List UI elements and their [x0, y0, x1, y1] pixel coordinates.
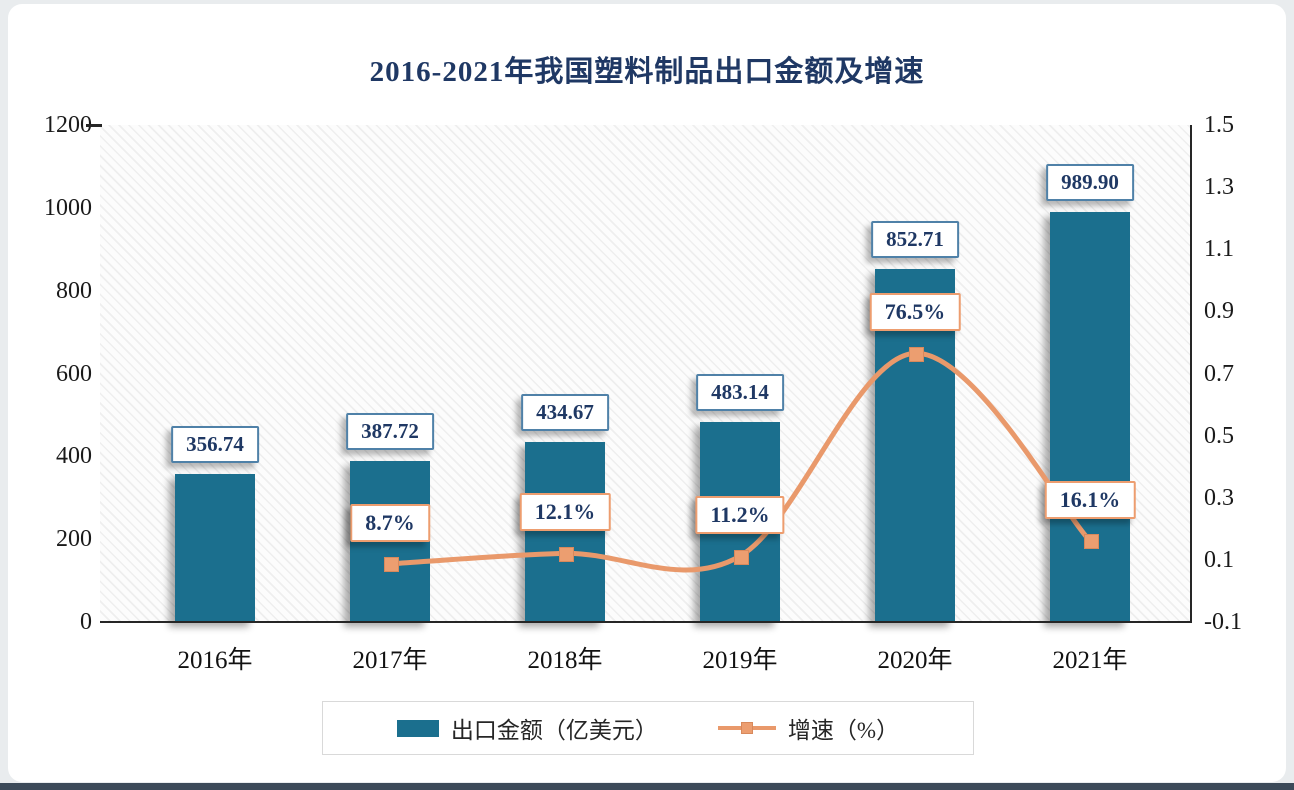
bar-swatch-icon [396, 719, 439, 737]
x-axis-label: 2018年 [527, 647, 603, 674]
right-axis-tick-label: 0.1 [1204, 546, 1234, 573]
x-axis-label: 2021年 [1052, 647, 1128, 674]
x-axis-label: 2016年 [177, 647, 253, 674]
legend-label-growth: 增速（%） [787, 718, 900, 743]
left-axis-tick-label: 400 [56, 443, 92, 470]
x-axis-label: 2017年 [352, 647, 428, 674]
x-axis-label: 2019年 [702, 647, 778, 674]
right-axis-tick-label: -0.1 [1204, 609, 1242, 635]
plot-background [100, 125, 1190, 622]
line-swatch-icon [717, 721, 776, 735]
right-axis-line [1190, 125, 1192, 623]
growth-value-label: 76.5% [869, 293, 961, 332]
x-axis-label: 2020年 [877, 647, 953, 674]
bar-value-label: 852.71 [871, 220, 959, 258]
growth-value-label: 12.1% [519, 493, 611, 532]
line-marker-2021年 [1083, 534, 1099, 550]
growth-line-path [387, 350, 1093, 573]
left-axis-tick-label: 600 [56, 360, 92, 387]
right-axis-tick-label: 1.3 [1204, 174, 1234, 201]
right-axis-tick-label: 1.1 [1204, 236, 1234, 263]
bar-2016年 [175, 474, 255, 622]
growth-line [387, 350, 1093, 573]
line-marker-2020年 [908, 346, 924, 362]
line-marker-2017年 [383, 557, 399, 573]
left-axis-tick-label: 800 [56, 277, 92, 304]
bar-value-label: 387.72 [346, 413, 434, 451]
x-axis-line [100, 621, 1192, 623]
right-axis-tick-label: 0.5 [1204, 422, 1234, 449]
left-axis-tick-label: 1000 [44, 194, 92, 221]
bar-2021年 [1050, 212, 1130, 622]
bar-value-label: 989.90 [1046, 164, 1134, 202]
left-axis-tick-label: 200 [56, 526, 92, 553]
bar-value-label: 434.67 [521, 393, 609, 431]
bottom-strip [0, 783, 1294, 790]
left-axis-top-tick [86, 124, 102, 127]
legend-item-growth: 增速（%） [717, 711, 900, 745]
growth-value-label: 16.1% [1044, 480, 1136, 519]
bar-2018年 [525, 441, 605, 622]
line-marker-icon [740, 722, 753, 734]
bar-value-label: 356.74 [171, 426, 259, 464]
bar-value-label: 483.14 [696, 373, 784, 411]
chart-title: 2016-2021年我国塑料制品出口金额及增速 [369, 56, 925, 88]
right-axis-tick-label: 0.7 [1204, 360, 1234, 387]
right-axis-tick-label: 1.5 [1204, 112, 1234, 138]
line-marker-2018年 [558, 546, 574, 562]
right-axis-tick-label: 0.3 [1204, 484, 1234, 511]
legend: 出口金额（亿美元） 增速（%） [322, 701, 974, 755]
growth-value-label: 8.7% [350, 503, 430, 542]
left-axis-tick-label: 1200 [44, 112, 92, 138]
legend-item-export: 出口金额（亿美元） [396, 711, 658, 745]
growth-value-label: 11.2% [695, 496, 785, 535]
left-axis-tick-label: 0 [80, 609, 92, 635]
right-axis-tick-label: 0.9 [1204, 298, 1234, 325]
line-marker-2019年 [733, 549, 749, 565]
legend-label-export: 出口金额（亿美元） [450, 718, 658, 743]
